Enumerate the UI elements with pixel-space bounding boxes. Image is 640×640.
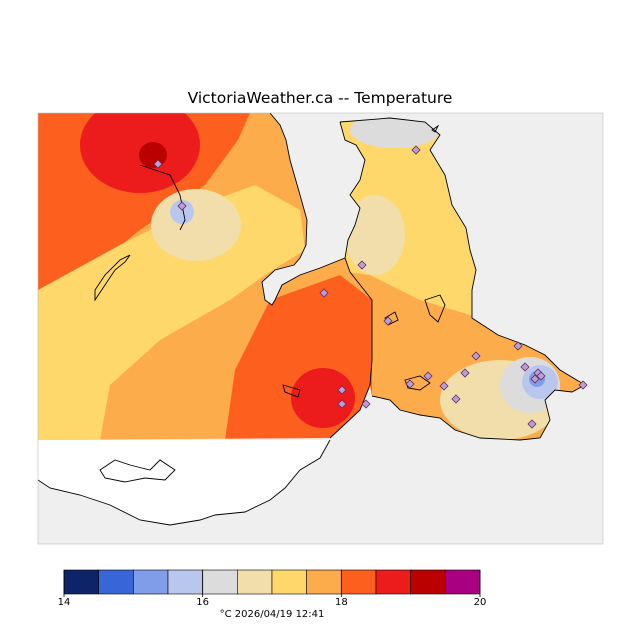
station-marker <box>357 260 367 270</box>
timestamp-label: °C 2026/04/19 12:41 <box>219 609 325 620</box>
station-marker <box>411 145 421 155</box>
station-marker <box>337 385 347 395</box>
station-marker <box>527 419 537 429</box>
colorbar-bin <box>237 569 273 595</box>
map-frame <box>37 112 604 545</box>
station-marker <box>451 394 461 404</box>
colorbar-bin <box>202 569 238 595</box>
colorbar <box>63 569 481 597</box>
colorbar-tick-label: 18 <box>334 597 348 608</box>
station-marker <box>153 159 163 169</box>
station-marker <box>383 316 393 326</box>
station-marker <box>520 362 530 372</box>
colorbar-tick-label: 14 <box>57 597 71 608</box>
colorbar-bin <box>306 569 342 595</box>
station-marker <box>578 380 588 390</box>
colorbar-bin <box>445 569 481 595</box>
colorbar-bin <box>63 569 99 595</box>
station-marker <box>361 399 371 409</box>
station-marker <box>530 374 540 384</box>
colorbar-bin <box>133 569 169 595</box>
station-marker <box>439 381 449 391</box>
station-marker <box>405 379 415 389</box>
colorbar-bin <box>375 569 411 595</box>
station-marker <box>337 399 347 409</box>
station-marker <box>319 288 329 298</box>
colorbar-tick-label: 16 <box>196 597 210 608</box>
colorbar-bin <box>271 569 307 595</box>
colorbar-bin <box>410 569 446 595</box>
colorbar-tick-label: 20 <box>473 597 487 608</box>
station-marker <box>460 368 470 378</box>
colorbar-bin <box>167 569 203 595</box>
station-marker <box>513 341 523 351</box>
colorbar-bin <box>98 569 134 595</box>
map-title: VictoriaWeather.ca -- Temperature <box>187 89 453 107</box>
coastlines <box>37 112 586 526</box>
south-land-white <box>38 440 330 525</box>
station-marker <box>423 371 433 381</box>
colorbar-bin <box>341 569 377 595</box>
west-temperature-field <box>38 113 372 440</box>
station-marker <box>471 351 481 361</box>
station-markers <box>153 145 588 429</box>
station-marker <box>536 371 546 381</box>
station-marker <box>177 201 187 211</box>
